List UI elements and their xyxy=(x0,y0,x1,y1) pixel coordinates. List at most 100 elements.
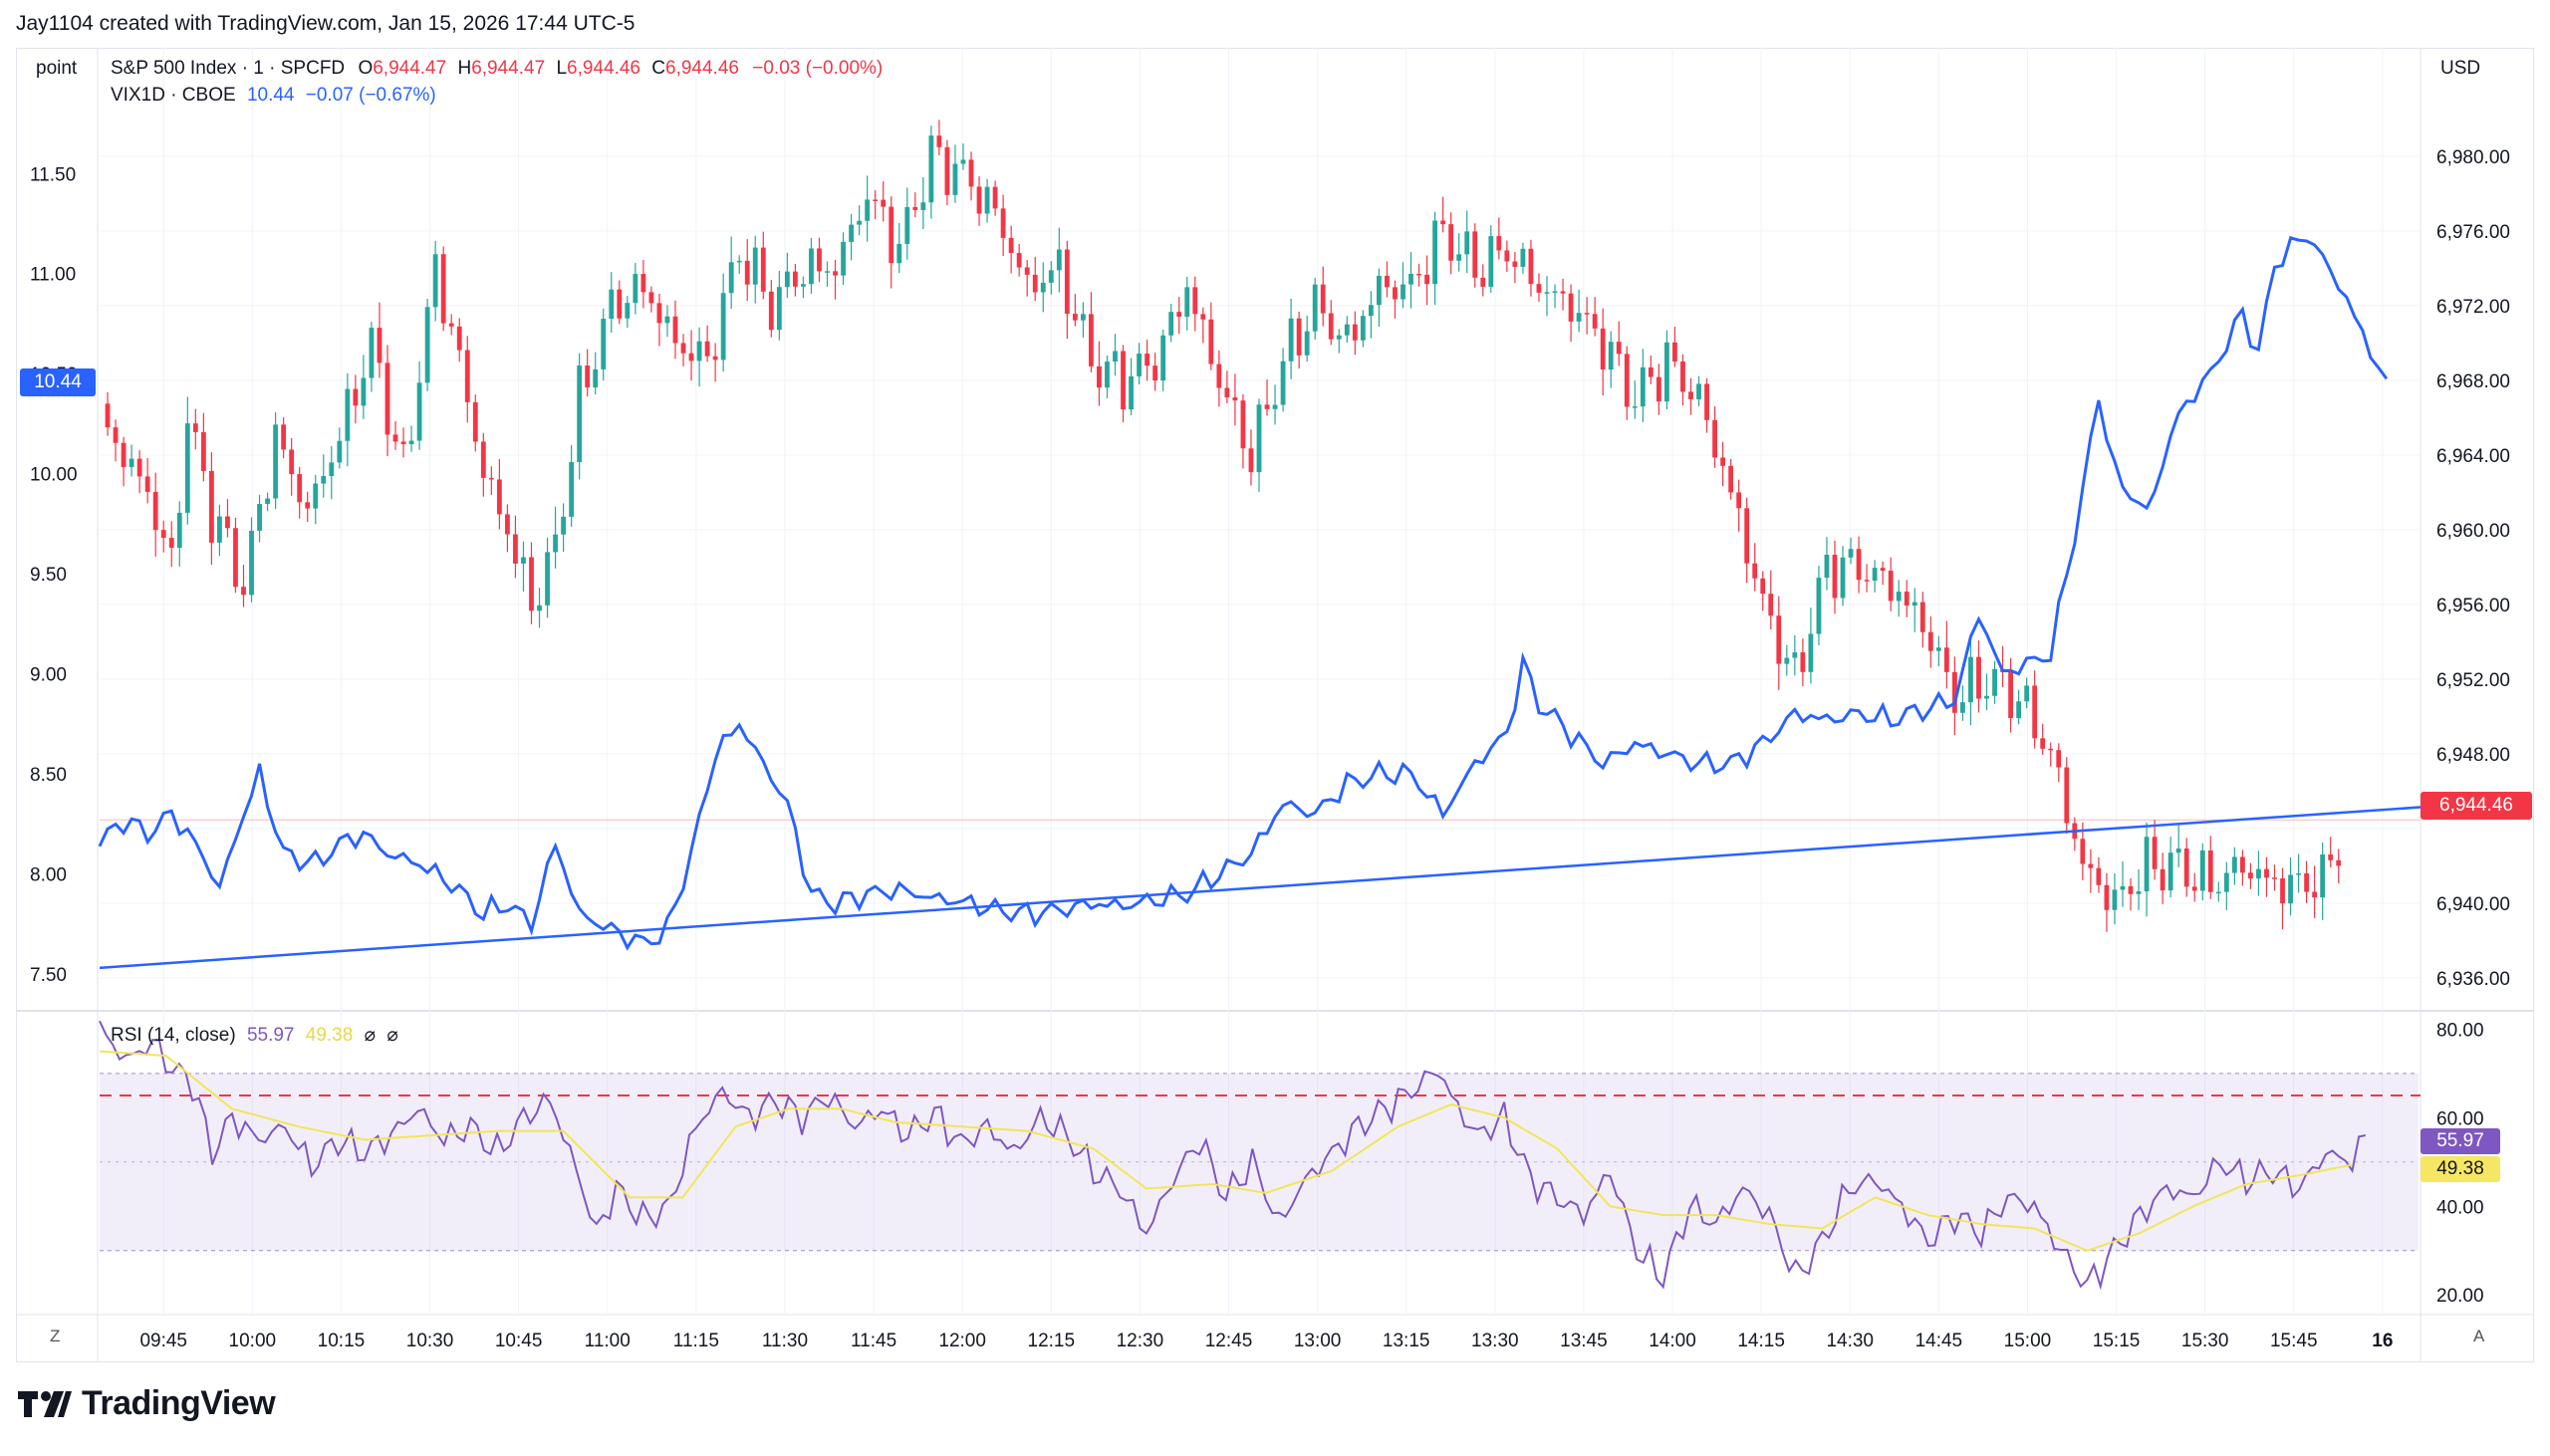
candle-body xyxy=(736,260,742,263)
candle-body xyxy=(944,146,950,195)
left-scale-mode-label[interactable]: point xyxy=(36,58,78,79)
candle-body xyxy=(1184,287,1190,317)
candle-body xyxy=(2256,868,2261,879)
rsi-line xyxy=(99,1020,2367,1291)
candle-body xyxy=(305,502,311,509)
candle-body xyxy=(1832,555,1838,599)
candle-body xyxy=(2304,873,2310,892)
candle-body xyxy=(809,248,814,285)
candle-body xyxy=(904,206,910,244)
candle-body xyxy=(833,271,838,276)
candle-body xyxy=(728,262,734,294)
candle-body xyxy=(1416,273,1421,276)
candle-body xyxy=(472,401,478,442)
candle-body xyxy=(1608,342,1614,370)
vix-tick-label: 8.50 xyxy=(30,765,67,786)
candle-body xyxy=(1816,578,1822,634)
rsi-tick-label: 40.00 xyxy=(2436,1197,2484,1218)
candle-body xyxy=(128,458,134,468)
candle-body xyxy=(992,186,998,209)
x-tick-label: 10:30 xyxy=(406,1331,454,1351)
candle-body xyxy=(768,291,774,331)
candle-body xyxy=(1464,231,1470,255)
low-value: 6,944.46 xyxy=(567,58,640,79)
candle-body xyxy=(121,442,127,468)
candle-body xyxy=(2191,886,2197,891)
candle-body xyxy=(2104,884,2110,910)
candle-body xyxy=(1704,383,1709,420)
candle-body xyxy=(792,271,798,287)
candle-body xyxy=(208,470,214,543)
candle-body xyxy=(1656,376,1661,402)
x-tick-label: 10:15 xyxy=(318,1331,366,1351)
x-tick-label: 13:00 xyxy=(1294,1331,1342,1351)
main-series-legend: S&P 500 Index · 1 · SPCFD O6,944.47 H6,9… xyxy=(111,58,883,80)
candle-body xyxy=(1935,647,1941,651)
candle-body xyxy=(1696,383,1701,399)
candle-body xyxy=(633,274,638,304)
candle-body xyxy=(1800,652,1806,672)
candle-body xyxy=(321,476,327,484)
candle-body xyxy=(1168,312,1174,336)
rsi-band-fill xyxy=(100,1073,2419,1251)
candle-body xyxy=(1544,292,1550,294)
candle-body xyxy=(776,287,782,331)
candle-body xyxy=(313,483,319,509)
candle-body xyxy=(2152,837,2158,869)
candle-body xyxy=(353,388,359,406)
price-tick-label: 6,976.00 xyxy=(2436,222,2510,243)
candle-body xyxy=(1113,351,1118,363)
vix-symbol[interactable]: VIX1D · CBOE xyxy=(111,85,236,106)
x-tick-label: 15:45 xyxy=(2270,1331,2318,1351)
vix-value: 10.44 xyxy=(246,85,295,106)
candle-body xyxy=(2120,885,2126,890)
candle-body xyxy=(696,341,702,362)
candle-body xyxy=(1328,313,1334,340)
candle-body xyxy=(801,284,806,287)
price-tick-label: 6,980.00 xyxy=(2436,147,2510,168)
main-symbol[interactable]: S&P 500 Index · 1 · SPCFD xyxy=(111,58,346,79)
x-tick-label: 11:00 xyxy=(585,1331,631,1351)
candle-body xyxy=(2136,890,2142,894)
candle-body xyxy=(1919,602,1925,632)
auto-scale-button[interactable]: A xyxy=(2473,1327,2485,1345)
candle-body xyxy=(936,135,942,147)
candle-body xyxy=(1680,361,1685,392)
x-tick-label: 09:45 xyxy=(139,1331,187,1351)
candle-body xyxy=(2128,885,2134,894)
rsi-title[interactable]: RSI (14, close) xyxy=(111,1025,236,1046)
x-tick-label: 14:30 xyxy=(1826,1331,1874,1351)
zoom-button[interactable]: Z xyxy=(50,1327,61,1345)
candle-body xyxy=(2080,839,2086,864)
candle-body xyxy=(1192,287,1198,315)
candle-body xyxy=(1424,274,1429,285)
candle-body xyxy=(2215,891,2221,894)
candle-body xyxy=(1951,671,1957,713)
candle-body xyxy=(113,427,119,443)
x-tick-label: 14:45 xyxy=(1915,1331,1963,1351)
candle-body xyxy=(424,307,430,383)
candle-body xyxy=(1448,224,1454,261)
candle-body xyxy=(504,514,510,535)
candle-body xyxy=(1496,236,1502,251)
candle-body xyxy=(1080,314,1086,321)
x-tick-label: 12:15 xyxy=(1028,1331,1076,1351)
candle-body xyxy=(200,431,206,471)
candle-body xyxy=(1336,335,1342,340)
candle-body xyxy=(529,557,534,611)
x-tick-label: 11:30 xyxy=(762,1331,808,1351)
candle-body xyxy=(1720,457,1726,466)
vix-tick-label: 11.00 xyxy=(30,265,76,286)
candle-body xyxy=(928,135,934,203)
candle-body xyxy=(1072,314,1078,321)
candle-body xyxy=(960,159,966,164)
candle-body xyxy=(1264,404,1270,409)
candle-body xyxy=(1401,284,1405,300)
currency-label[interactable]: USD xyxy=(2440,58,2481,79)
candle-body xyxy=(144,476,150,492)
vix-legend: VIX1D · CBOE 10.44 −0.07 (−0.67%) xyxy=(111,85,436,107)
candle-body xyxy=(289,449,295,475)
candle-body xyxy=(1137,354,1142,376)
candle-body xyxy=(2264,868,2269,878)
